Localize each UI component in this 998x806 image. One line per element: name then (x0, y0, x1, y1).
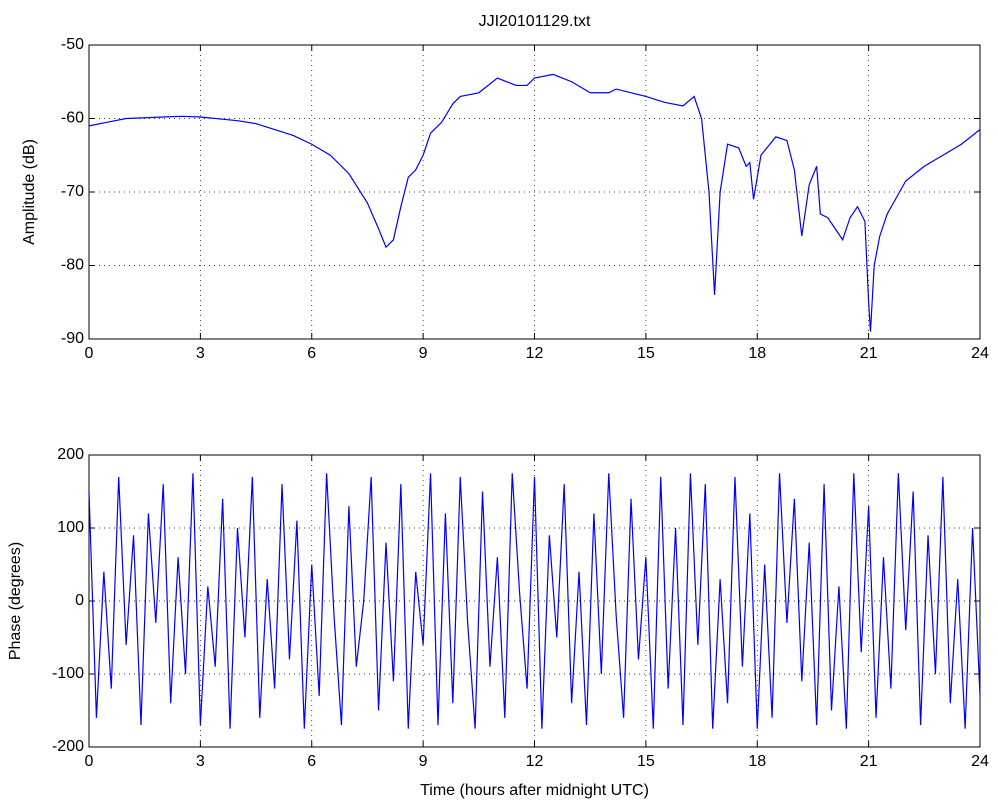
y-tick-label: -80 (61, 257, 84, 274)
x-tick-label: 0 (85, 345, 94, 362)
y-tick-label: 0 (75, 592, 84, 609)
x-tick-label: 12 (526, 753, 544, 770)
x-tick-label: 24 (971, 753, 989, 770)
x-tick-label: 15 (637, 753, 655, 770)
x-tick-label: 0 (85, 753, 94, 770)
y-tick-label: -90 (61, 330, 84, 347)
x-tick-label: 6 (307, 753, 316, 770)
x-tick-label: 3 (196, 753, 205, 770)
x-tick-label: 3 (196, 345, 205, 362)
x-tick-label: 9 (419, 345, 428, 362)
x-tick-label: 15 (637, 345, 655, 362)
x-tick-label: 18 (748, 345, 766, 362)
x-tick-label: 6 (307, 345, 316, 362)
x-axis-label: Time (hours after midnight UTC) (420, 782, 649, 799)
data-line (88, 73, 981, 332)
data-line (88, 473, 981, 729)
y-tick-label: -100 (52, 665, 84, 682)
x-tick-label: 21 (860, 753, 878, 770)
x-tick-label: 21 (860, 345, 878, 362)
y-tick-label: -60 (61, 110, 84, 127)
y-axis-label: Phase (degrees) (7, 542, 24, 660)
x-tick-label: 12 (526, 345, 544, 362)
x-tick-label: 24 (971, 345, 989, 362)
y-tick-label: 100 (57, 519, 84, 536)
y-tick-label: -70 (61, 183, 84, 200)
y-tick-label: -50 (61, 36, 84, 53)
chart-title: JJI20101129.txt (479, 13, 591, 30)
y-tick-label: -200 (52, 738, 84, 755)
x-tick-label: 18 (748, 753, 766, 770)
y-axis-label: Amplitude (dB) (21, 139, 38, 245)
y-tick-label: 200 (57, 446, 84, 463)
x-tick-label: 9 (419, 753, 428, 770)
